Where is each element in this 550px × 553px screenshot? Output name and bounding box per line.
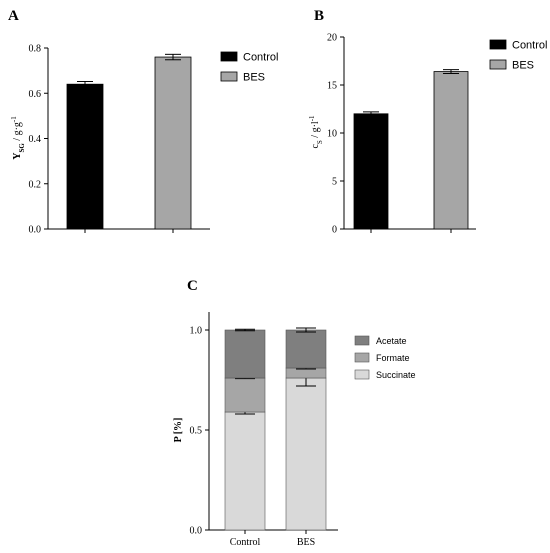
- panel-c-x-tick-label-control: Control: [230, 537, 261, 548]
- panel-c-x-tick-label-bes: BES: [297, 537, 315, 548]
- panel-a-legend-swatch-bes: [220, 71, 238, 82]
- panel-c-letter: C: [187, 278, 198, 294]
- panel-b-y-axis-label: cS / g·l-1: [308, 115, 324, 149]
- panel-b-bar-control: [353, 113, 389, 230]
- panel-a-bar-control: [66, 83, 104, 230]
- panel-a-legend-swatch-control: [220, 51, 238, 62]
- panel-b-y-tick-label: 0: [332, 225, 337, 236]
- panel-c-legend-label-formate: Formate: [376, 353, 410, 363]
- panel-b-legend-swatch-bes: [489, 59, 507, 70]
- panel-c-segment-acetate-control: [224, 329, 266, 379]
- panel-c-legend-swatch-formate: [354, 352, 370, 363]
- panel-a-y-tick-label: 0.8: [29, 44, 42, 55]
- panel-c-legend-swatch-succinate: [354, 369, 370, 380]
- panel-c-y-tick-label: 0.0: [190, 526, 203, 537]
- panel-c: C P [%] 0.0 0.5 1.0 Control BES Acetate Format…: [173, 278, 416, 548]
- panel-c-segment-succinate-control: [224, 411, 266, 531]
- panel-b-legend-label-control: Control: [512, 40, 547, 52]
- panel-b-y-tick-label: 15: [327, 81, 337, 92]
- panel-b-letter: B: [314, 8, 324, 24]
- panel-c-y-tick-label: 0.5: [190, 426, 203, 437]
- panel-c-segment-formate-control: [224, 377, 266, 413]
- panel-c-legend-label-acetate: Acetate: [376, 336, 407, 346]
- panel-a-y-tick-label: 0.0: [29, 225, 42, 236]
- panel-b-bar-bes: [433, 71, 469, 230]
- panel-b-y-tick-label: 5: [332, 177, 337, 188]
- panel-a-y-tick-label: 0.6: [29, 89, 42, 100]
- panel-b: B cS / g·l-1 0 5 10 15 20 Control BES: [308, 8, 547, 236]
- panel-c-y-axis-label: P [%]: [173, 418, 184, 443]
- panel-c-y-tick-label: 1.0: [190, 326, 203, 337]
- panel-c-segment-acetate-bes: [285, 329, 327, 369]
- panel-a-legend-label-bes: BES: [243, 72, 265, 84]
- panel-a: A YSG / g·g-1 0.0 0.2 0.4 0.6 0.8 Control BES: [8, 8, 278, 236]
- panel-a-y-tick-label: 0.4: [29, 134, 42, 145]
- panel-b-legend-label-bes: BES: [512, 60, 534, 72]
- panel-c-segment-succinate-bes: [285, 377, 327, 531]
- panel-a-bar-bes: [154, 56, 192, 230]
- panel-b-legend-swatch-control: [489, 39, 507, 50]
- panel-b-y-tick-label: 10: [327, 129, 337, 140]
- panel-a-legend-label-control: Control: [243, 52, 278, 64]
- panel-a-y-axis-label: YSG / g·g-1: [10, 116, 26, 160]
- panel-c-legend-swatch-acetate: [354, 335, 370, 346]
- panel-a-y-tick-label: 0.2: [29, 179, 42, 190]
- panel-c-legend-label-succinate: Succinate: [376, 370, 416, 380]
- panel-a-letter: A: [8, 8, 19, 24]
- panel-b-y-tick-label: 20: [327, 33, 337, 44]
